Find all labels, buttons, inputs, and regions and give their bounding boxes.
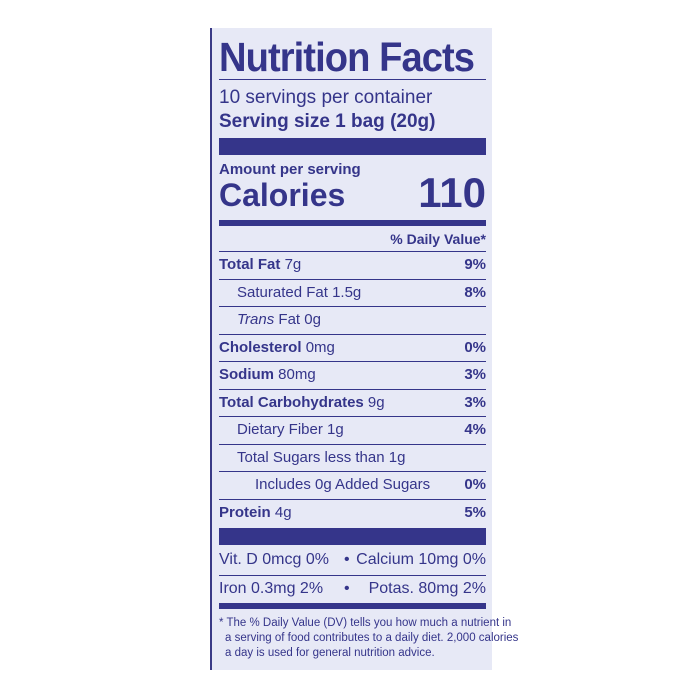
vitamin-row: Vit. D 0mcg 0% • Calcium 10mg 0% [219, 551, 486, 571]
nutrient-name: Cholesterol 0mg [219, 338, 335, 356]
calories-value: 110 [418, 169, 486, 216]
divider [219, 388, 486, 390]
potassium: Potas. 80mg 2% [368, 580, 486, 597]
nutrient-row: Includes 0g Added Sugars 0% [219, 476, 486, 496]
divider [219, 443, 486, 445]
nutrient-daily-value: 0% [464, 338, 486, 356]
serving-size: Serving size 1 bag (20g) [219, 111, 436, 132]
separator: • [344, 551, 350, 568]
nutrient-name: Total Carbohydrates 9g [219, 393, 385, 411]
nutrient-name: Total Fat 7g [219, 256, 302, 273]
nutrient-name: Protein 4g [219, 503, 292, 521]
nutrient-name: Includes 0g Added Sugars [255, 476, 431, 493]
nutrient-daily-value: 3% [464, 366, 486, 383]
nutrient-daily-value: 4% [464, 421, 486, 438]
thick-divider [219, 138, 486, 155]
nutrient-daily-value: 0% [464, 476, 486, 493]
amount-per-serving: Amount per serving [219, 161, 361, 178]
nutrient-daily-value: 9% [464, 256, 486, 273]
nutrient-row: Trans Fat 0g [219, 311, 486, 331]
divider [219, 333, 486, 335]
divider [219, 79, 486, 80]
nutrient-name: Saturated Fat 1.5g [237, 283, 362, 301]
daily-value-header: % Daily Value* [390, 231, 486, 247]
nutrient-row: Total Carbohydrates 9g 3% [219, 394, 486, 414]
vitamin-row: Iron 0.3mg 2% • Potas. 80mg 2% [219, 580, 486, 600]
separator: • [344, 580, 350, 597]
divider [219, 416, 486, 417]
nutrient-name: Sodium 80mg [219, 366, 316, 383]
divider [219, 251, 486, 252]
nutrition-facts-label: Nutrition Facts 10 servings per containe… [210, 28, 518, 670]
footnote-line: * The % Daily Value (DV) tells you how m… [219, 617, 512, 629]
footnote-line: a serving of food contributes to a daily… [225, 632, 519, 644]
divider [219, 498, 486, 500]
medium-divider [219, 603, 486, 609]
footnote: * The % Daily Value (DV) tells you how m… [219, 616, 518, 661]
divider [219, 306, 486, 307]
nutrient-daily-value: 5% [464, 503, 486, 521]
calories-label: Calories [219, 177, 346, 213]
nutrient-daily-value: 3% [464, 393, 486, 411]
divider [219, 471, 486, 472]
nutrient-name: Trans Fat 0g [237, 311, 321, 328]
nutrient-row: Cholesterol 0mg 0% [219, 339, 486, 359]
nutrient-row: Saturated Fat 1.5g 8% [219, 284, 486, 304]
nutrient-daily-value: 8% [464, 283, 486, 301]
thick-divider [219, 528, 486, 545]
nutrient-row: Dietary Fiber 1g 4% [219, 421, 486, 441]
nutrient-name: Total Sugars less than 1g [237, 448, 406, 466]
servings-per-container: 10 servings per container [219, 87, 433, 108]
medium-divider [219, 220, 486, 226]
label-title: Nutrition Facts [219, 34, 475, 80]
nutrient-name: Dietary Fiber 1g [237, 421, 344, 438]
vitamin-d: Vit. D 0mcg 0% [219, 551, 329, 568]
calcium: Calcium 10mg 0% [356, 551, 486, 568]
nutrient-row: Sodium 80mg 3% [219, 366, 486, 386]
nutrient-row: Protein 4g 5% [219, 504, 486, 524]
divider [219, 278, 486, 280]
iron: Iron 0.3mg 2% [219, 580, 324, 597]
footnote-line: a day is used for general nutrition advi… [225, 647, 435, 659]
divider [219, 575, 486, 576]
divider [219, 361, 486, 362]
nutrient-row: Total Sugars less than 1g [219, 449, 486, 469]
nutrient-row: Total Fat 7g 9% [219, 256, 486, 276]
